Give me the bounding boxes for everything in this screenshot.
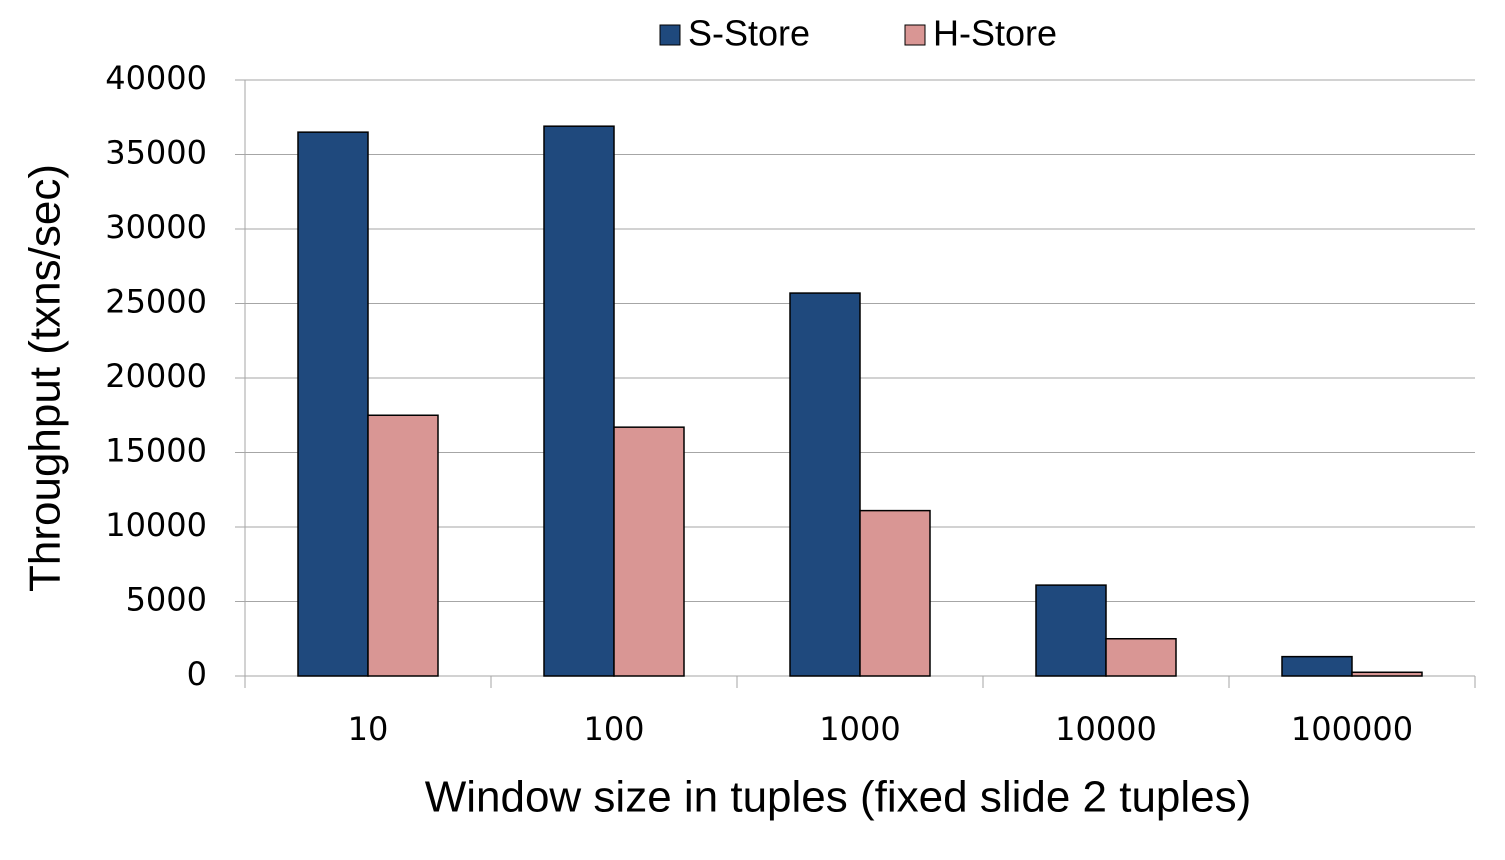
bar bbox=[789, 292, 861, 677]
y-tick-label: 0 bbox=[187, 655, 207, 693]
bar bbox=[1281, 655, 1353, 677]
bar bbox=[1035, 584, 1107, 677]
y-tick-label: 15000 bbox=[105, 432, 207, 470]
y-tick-label: 30000 bbox=[105, 208, 207, 246]
bar bbox=[1351, 671, 1423, 677]
y-tick-label: 35000 bbox=[105, 134, 207, 172]
bar bbox=[297, 131, 369, 677]
y-tick-label: 10000 bbox=[105, 506, 207, 544]
y-tick-label: 25000 bbox=[105, 283, 207, 321]
legend-label: H-Store bbox=[933, 13, 1057, 54]
legend-swatch bbox=[659, 24, 681, 46]
bar bbox=[613, 426, 685, 677]
x-tick-label: 10000 bbox=[1055, 710, 1157, 748]
bar bbox=[1105, 638, 1177, 677]
x-tick-label: 100 bbox=[583, 710, 644, 748]
legend-label: S-Store bbox=[688, 13, 810, 54]
bar bbox=[859, 509, 931, 677]
y-tick-label: 20000 bbox=[105, 357, 207, 395]
x-tick-label: 100000 bbox=[1291, 710, 1413, 748]
x-tick-label: 10 bbox=[348, 710, 389, 748]
y-axis-title: Throughput (txns/sec) bbox=[21, 164, 70, 592]
legend-swatch bbox=[904, 24, 926, 46]
y-tick-label: 40000 bbox=[105, 59, 207, 97]
x-axis-title: Window size in tuples (fixed slide 2 tup… bbox=[425, 773, 1252, 822]
bar bbox=[543, 125, 615, 677]
y-tick-label: 5000 bbox=[126, 581, 207, 619]
x-tick-label: 1000 bbox=[819, 710, 900, 748]
bar bbox=[367, 414, 439, 677]
